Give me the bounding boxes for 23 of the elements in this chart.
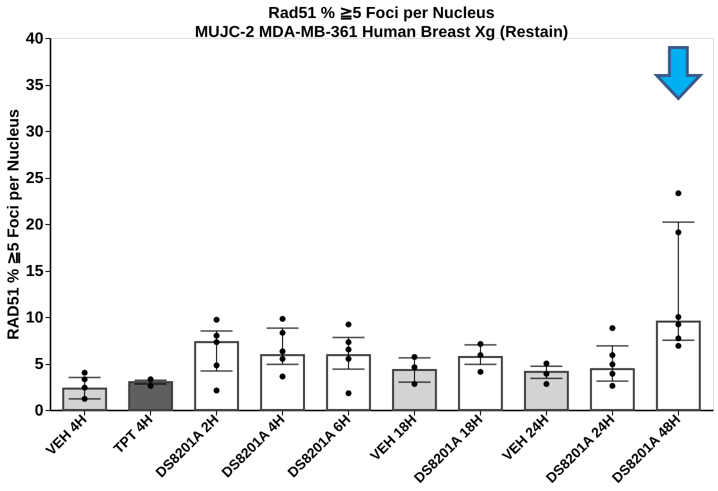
bar [392,369,437,411]
y-tick-label: 15 [26,263,44,280]
bar [458,356,503,411]
chart-title: Rad51 % ≧5 Foci per Nucleus [268,5,495,22]
x-tick-label: TPT 4H [110,411,156,457]
bar [260,354,305,411]
bar [128,381,174,411]
y-tick-label: 25 [26,170,44,187]
bar [656,320,701,411]
y-tick-label: 10 [26,310,44,326]
bar [62,388,108,411]
chart-subtitle: MUJC-2 MDA-MB-361 Human Breast Xg (Restain) [194,24,568,41]
y-tick-label: 5 [34,356,44,373]
bar [326,354,371,411]
y-tick-label: 20 [26,216,44,234]
y-tick-label: 40 [26,30,44,48]
y-tick-label: 0 [34,402,44,420]
y-tick-label: 35 [26,77,44,94]
bar [194,341,240,411]
bar [524,370,569,411]
bar [590,368,635,411]
y-tick-label: 30 [26,124,44,140]
y-axis-title: RAD51 % ≧5 Foci per Nucleus [6,108,23,340]
